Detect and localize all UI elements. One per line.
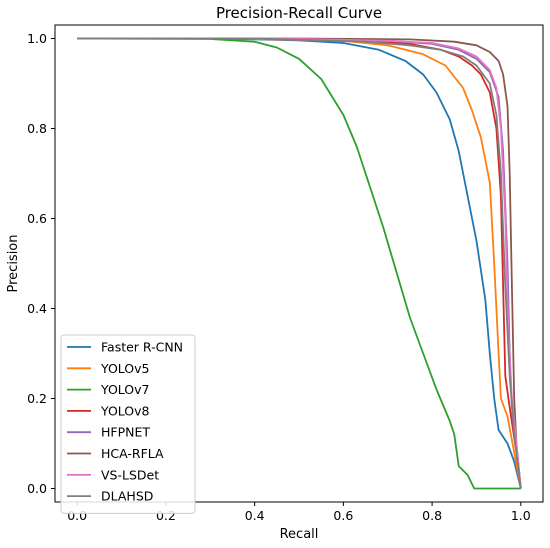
legend-label: HCA-RFLA — [101, 446, 164, 461]
legend-label: HFPNET — [101, 425, 150, 440]
series-line-yolov5 — [77, 37, 522, 489]
series-line-yolov7 — [77, 37, 521, 490]
series-line-faster-r-cnn — [77, 37, 522, 489]
x-axis-title: Recall — [280, 527, 319, 542]
legend-label: YOLOv5 — [100, 361, 150, 376]
y-tick-label: 0.4 — [27, 301, 47, 316]
chart-title: Precision-Recall Curve — [216, 4, 382, 22]
y-tick-label: 1.0 — [27, 31, 47, 46]
y-tick-label: 0.8 — [27, 121, 47, 136]
series-line-dlahsd — [77, 37, 522, 489]
legend-label: Faster R-CNN — [101, 340, 183, 355]
x-tick-label: 0.4 — [245, 508, 265, 523]
legend-box — [60, 334, 196, 514]
plot-frame — [54, 24, 544, 503]
y-tick-label: 0.0 — [27, 481, 47, 496]
series-line-hca-rfla — [77, 37, 522, 489]
y-tick-label: 0.2 — [27, 391, 47, 406]
legend-label: VS-LSDet — [101, 467, 159, 482]
x-tick-label: 0.6 — [333, 508, 353, 523]
plot-lines — [77, 37, 522, 490]
legend-label: YOLOv7 — [100, 382, 150, 397]
legend-label: DLAHSD — [101, 489, 153, 504]
y-axis-title: Precision — [6, 234, 21, 292]
legend: Faster R-CNN YOLOv5 YOLOv7 YOLOv8 HFPNET HCA-… — [60, 334, 196, 514]
legend-label: YOLOv8 — [100, 403, 150, 418]
x-tick-label: 0.8 — [422, 508, 442, 523]
y-tick-label: 0.6 — [27, 211, 47, 226]
x-tick-label: 1.0 — [511, 508, 531, 523]
y-axis: 0.0 0.2 0.4 0.6 0.8 1.0 — [27, 31, 55, 496]
series-line-yolov8 — [77, 37, 522, 489]
